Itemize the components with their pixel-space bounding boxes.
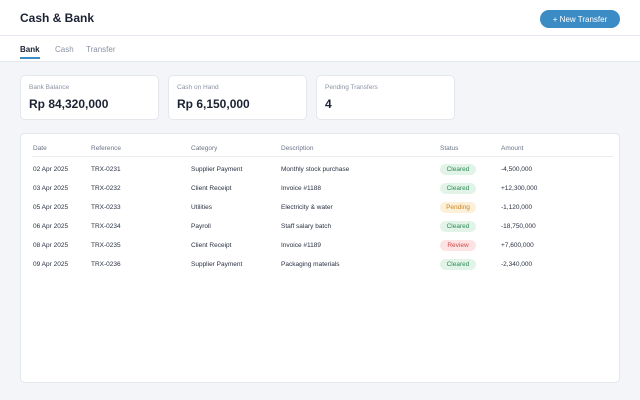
cell-description: Packaging materials <box>281 261 340 268</box>
cell-reference: TRX-0234 <box>91 223 121 230</box>
cell-date: 06 Apr 2025 <box>33 223 69 230</box>
card-label: Bank Balance <box>29 84 70 91</box>
cell-amount: +7,600,000 <box>501 242 534 249</box>
cell-description: Electricity & water <box>281 204 333 211</box>
cell-amount: -1,120,000 <box>501 204 533 211</box>
column-date[interactable]: Date <box>33 145 47 152</box>
cell-description: Invoice #1189 <box>281 242 321 249</box>
table-row[interactable]: 03 Apr 2025 TRX-0232 Client Receipt Invo… <box>32 180 613 199</box>
cell-amount: +12,300,000 <box>501 185 538 192</box>
cell-category: Client Receipt <box>191 185 232 192</box>
cell-category: Utilities <box>191 204 212 211</box>
table-row[interactable]: 09 Apr 2025 TRX-0236 Supplier Payment Pa… <box>32 256 613 275</box>
cell-description: Invoice #1188 <box>281 185 321 192</box>
cell-reference: TRX-0231 <box>91 166 121 173</box>
cell-category: Supplier Payment <box>191 166 243 173</box>
cell-amount: -18,750,000 <box>501 223 536 230</box>
cell-category: Supplier Payment <box>191 261 243 268</box>
cell-reference: TRX-0232 <box>91 185 121 192</box>
cell-description: Monthly stock purchase <box>281 166 350 173</box>
card-label: Cash on Hand <box>177 84 219 91</box>
cell-date: 02 Apr 2025 <box>33 166 69 173</box>
cell-category: Client Receipt <box>191 242 232 249</box>
cell-date: 08 Apr 2025 <box>33 242 69 249</box>
column-reference[interactable]: Reference <box>91 145 121 152</box>
table-row[interactable]: 06 Apr 2025 TRX-0234 Payroll Staff salar… <box>32 218 613 237</box>
cell-reference: TRX-0235 <box>91 242 121 249</box>
pending-transfers-card: Pending Transfers 4 <box>316 75 455 120</box>
tab-cash[interactable]: Cash <box>55 45 74 54</box>
card-label: Pending Transfers <box>325 84 378 91</box>
table-row[interactable]: 08 Apr 2025 TRX-0235 Client Receipt Invo… <box>32 237 613 256</box>
page-title: Cash & Bank <box>20 11 95 25</box>
new-transfer-button[interactable]: + New Transfer <box>540 10 620 28</box>
cell-amount: -2,340,000 <box>501 261 533 268</box>
app-header: Cash & Bank + New Transfer <box>0 0 640 36</box>
cash-on-hand-card: Cash on Hand Rp 6,150,000 <box>168 75 307 120</box>
column-amount[interactable]: Amount <box>501 145 524 152</box>
cell-amount: -4,500,000 <box>501 166 533 173</box>
status-badge: Cleared <box>440 183 476 194</box>
status-badge: Cleared <box>440 259 476 270</box>
bank-balance-card: Bank Balance Rp 84,320,000 <box>20 75 159 120</box>
cell-date: 09 Apr 2025 <box>33 261 69 268</box>
table-header: Date Reference Category Description Stat… <box>32 142 613 157</box>
cell-category: Payroll <box>191 223 211 230</box>
cell-description: Staff salary batch <box>281 223 332 230</box>
card-value: Rp 6,150,000 <box>177 97 250 111</box>
column-category[interactable]: Category <box>191 145 218 152</box>
column-status[interactable]: Status <box>440 145 459 152</box>
table-row[interactable]: 02 Apr 2025 TRX-0231 Supplier Payment Mo… <box>32 161 613 180</box>
tab-transfer[interactable]: Transfer <box>86 45 116 54</box>
cell-reference: TRX-0236 <box>91 261 121 268</box>
table-row[interactable]: 05 Apr 2025 TRX-0233 Utilities Electrici… <box>32 199 613 218</box>
card-value: Rp 84,320,000 <box>29 97 109 111</box>
cell-reference: TRX-0233 <box>91 204 121 211</box>
status-badge: Cleared <box>440 221 476 232</box>
transactions-table: Date Reference Category Description Stat… <box>20 133 620 383</box>
cell-date: 05 Apr 2025 <box>33 204 69 211</box>
tab-bar: Bank Cash Transfer <box>0 36 640 62</box>
card-value: 4 <box>325 97 332 111</box>
status-badge: Cleared <box>440 164 476 175</box>
status-badge: Review <box>440 240 476 251</box>
cell-date: 03 Apr 2025 <box>33 185 69 192</box>
tab-bank[interactable]: Bank <box>20 45 40 59</box>
status-badge: Pending <box>440 202 476 213</box>
column-description[interactable]: Description <box>281 145 314 152</box>
